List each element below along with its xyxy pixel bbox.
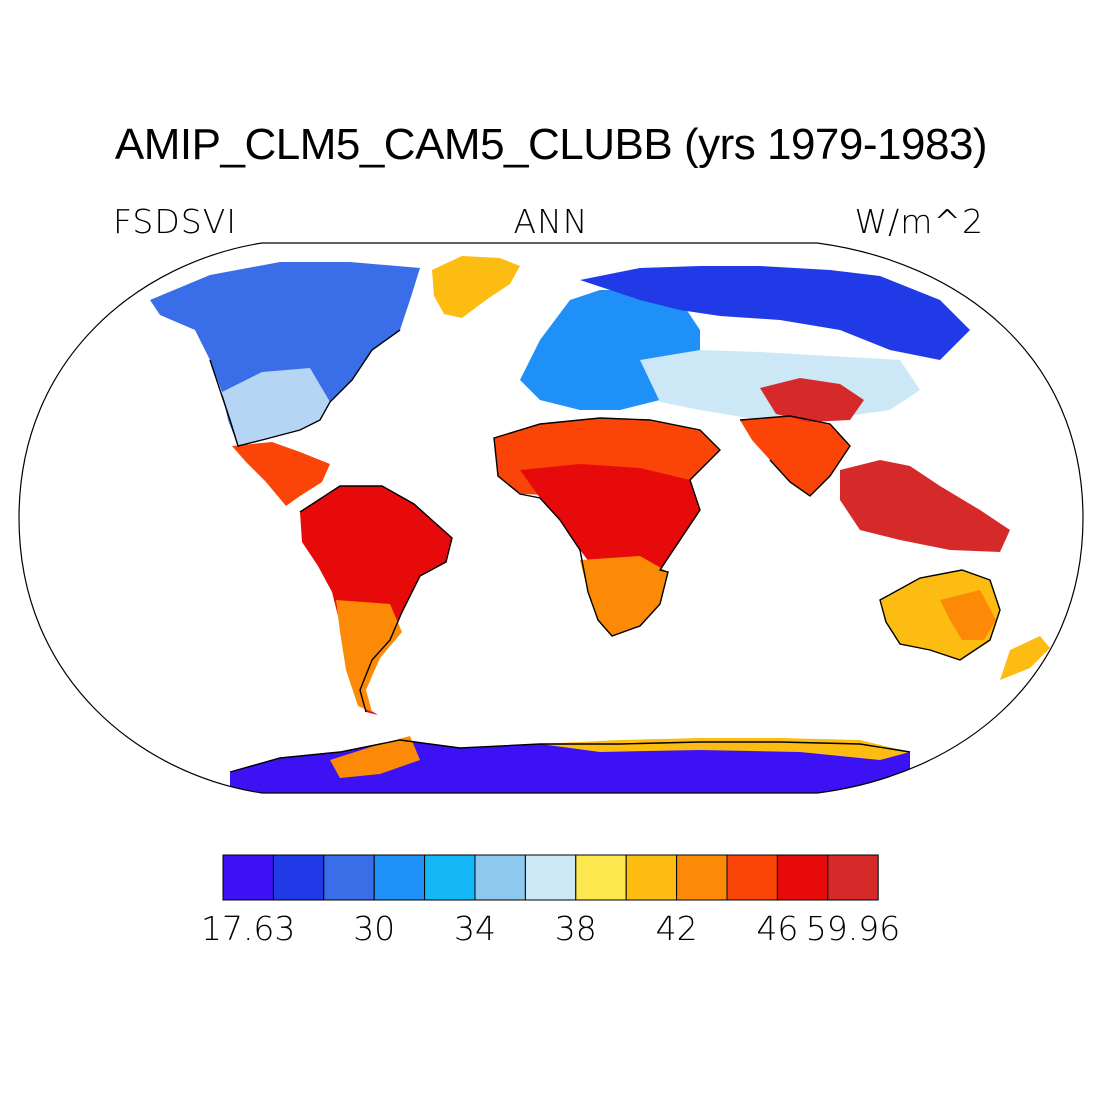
colorbar-label: 30 [353, 909, 395, 948]
colorbar-swatch [726, 854, 778, 901]
colorbar-label: 17.63 [201, 909, 295, 948]
region-siberia [580, 266, 970, 360]
region-south-america [300, 486, 452, 715]
region-antarctica-peninsula [330, 736, 420, 778]
region-north-america-south [222, 368, 330, 446]
colorbar-swatch [222, 854, 274, 901]
region-new-zealand [1000, 636, 1050, 680]
colorbar-swatch [575, 854, 627, 901]
colorbar-swatch [373, 854, 426, 901]
colorbar-swatch [676, 854, 728, 901]
coastlines [209, 329, 1001, 773]
region-north-america [150, 262, 420, 446]
colorbar-swatch [323, 854, 375, 901]
region-southern-africa [580, 556, 668, 636]
region-greenland [432, 256, 520, 318]
colorbar-swatch [524, 854, 577, 901]
globe-outline [18, 242, 1084, 794]
colorbar-swatch [625, 854, 678, 901]
colorbar-swatch [474, 854, 526, 901]
region-central-africa [520, 464, 700, 580]
region-central-america [232, 442, 330, 506]
colorbar-swatch [272, 854, 325, 901]
region-maritime-asia [840, 460, 1010, 552]
variable-label: FSDSVI [113, 202, 238, 241]
land-field [150, 256, 1050, 793]
colorbar-swatch [424, 854, 476, 901]
region-australia-east [940, 590, 996, 640]
colorbar-swatch [776, 854, 829, 901]
season-label: ANN [513, 202, 589, 241]
colorbar-label: 34 [454, 909, 496, 948]
units-label: W/m^2 [854, 202, 984, 241]
region-india [740, 416, 850, 496]
colorbar-label: 46 [756, 909, 798, 948]
colorbar-label: 38 [555, 909, 597, 948]
map-title: AMIP_CLM5_CAM5_CLUBB (yrs 1979-1983) [114, 120, 988, 169]
colorbar-swatch [827, 854, 879, 901]
region-tibet [760, 378, 864, 422]
colorbar-label: 42 [656, 909, 698, 948]
colorbar-label: 59.96 [806, 909, 900, 948]
colorbar: 17.63 30 34 38 42 46 59.96 [201, 854, 900, 948]
region-south-america-south [336, 600, 402, 712]
